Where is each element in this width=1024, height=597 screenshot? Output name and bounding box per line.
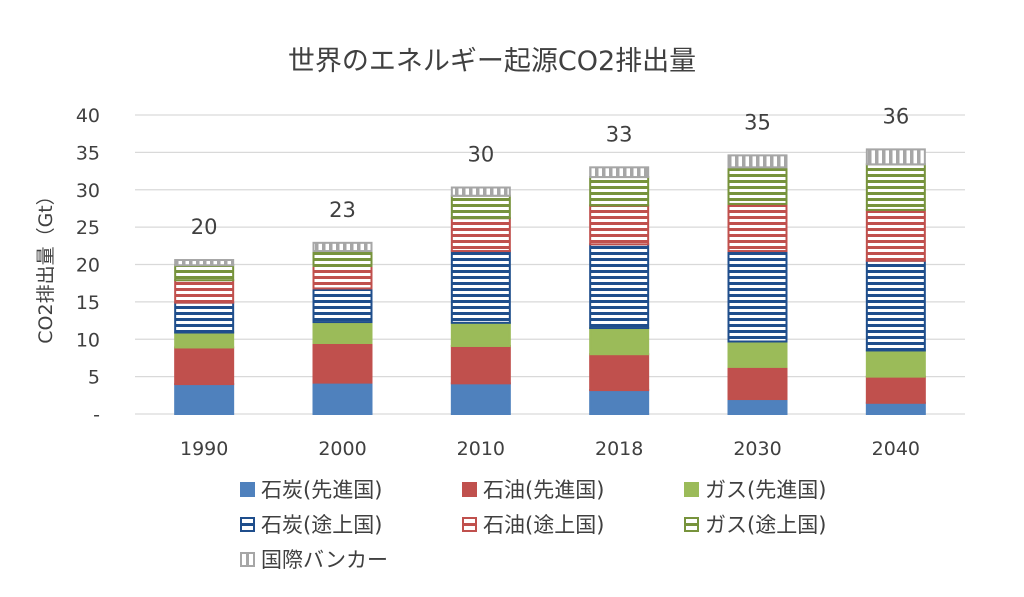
bar-segment bbox=[174, 279, 235, 304]
bar-segment bbox=[589, 243, 650, 330]
legend-label: 石炭(途上国) bbox=[261, 513, 383, 537]
bar-stack-2040 bbox=[865, 148, 926, 416]
bar-segment bbox=[727, 365, 788, 401]
legend-swatch bbox=[240, 551, 255, 567]
bar-segment bbox=[450, 217, 511, 253]
bar-segment bbox=[865, 349, 926, 378]
x-tick-labels: 1990 2000 2010 2018 2030 2040 bbox=[180, 438, 920, 460]
y-axis-title: CO2排出量（Gt） bbox=[35, 186, 57, 343]
legend-item: 国際バンカー bbox=[240, 544, 388, 574]
legend-label: 石油(先進国) bbox=[483, 478, 605, 502]
bar-segment bbox=[589, 327, 650, 356]
bar-segment bbox=[312, 287, 373, 324]
y-tick-label: 15 bbox=[76, 292, 100, 314]
bar-segment bbox=[312, 250, 373, 267]
y-tick-label: 5 bbox=[88, 367, 100, 389]
bar-segment bbox=[450, 382, 511, 416]
bar-segment bbox=[174, 383, 235, 416]
total-labels: 20 23 30 33 35 36 bbox=[191, 104, 909, 239]
bar-segment bbox=[450, 250, 511, 324]
gridlines bbox=[135, 114, 965, 415]
bar-segment bbox=[589, 389, 650, 415]
bar-segment bbox=[727, 250, 788, 343]
x-tick-label: 2040 bbox=[872, 438, 920, 460]
bar-stack-1990 bbox=[174, 259, 235, 416]
bar-segment bbox=[865, 401, 926, 416]
x-tick-label: 2018 bbox=[595, 438, 643, 460]
bar-segment bbox=[865, 375, 926, 404]
y-tick-label: 40 bbox=[76, 105, 100, 127]
x-tick-label: 1990 bbox=[180, 438, 228, 460]
total-label: 23 bbox=[329, 198, 356, 222]
legend-swatch bbox=[462, 516, 477, 532]
bar-segment bbox=[174, 331, 235, 349]
bar-segment bbox=[174, 259, 235, 267]
bar-segment bbox=[174, 346, 235, 386]
bar-segment bbox=[727, 166, 788, 205]
bar-stacks bbox=[174, 148, 926, 416]
bar-segment bbox=[727, 154, 788, 169]
x-tick-label: 2010 bbox=[457, 438, 505, 460]
legend-swatch bbox=[240, 516, 255, 532]
bar-segment bbox=[589, 176, 650, 207]
bar-segment bbox=[589, 204, 650, 246]
bar-segment bbox=[589, 353, 650, 392]
bar-segment bbox=[727, 340, 788, 368]
legend-label: ガス(途上国) bbox=[705, 513, 827, 537]
y-tick-label: 35 bbox=[76, 142, 100, 164]
bar-segment bbox=[174, 301, 235, 334]
y-tick-labels: - 5 10 15 20 25 30 35 40 bbox=[76, 105, 100, 426]
bar-segment bbox=[865, 163, 926, 211]
legend-label: 石油(途上国) bbox=[483, 513, 605, 537]
bar-segment bbox=[865, 148, 926, 166]
total-label: 20 bbox=[191, 215, 218, 239]
total-label: 30 bbox=[467, 143, 494, 167]
y-tick-label: 20 bbox=[76, 255, 100, 277]
bar-segment bbox=[865, 208, 926, 262]
bar-segment bbox=[450, 194, 511, 220]
total-label: 33 bbox=[606, 122, 633, 146]
legend-label: 国際バンカー bbox=[261, 548, 389, 572]
bar-segment bbox=[589, 166, 650, 179]
bar-segment bbox=[174, 264, 235, 282]
bar-stack-2000 bbox=[312, 241, 373, 416]
y-tick-label: 25 bbox=[76, 217, 100, 239]
total-label: 35 bbox=[744, 110, 771, 134]
bar-segment bbox=[312, 264, 373, 290]
bar-segment bbox=[312, 321, 373, 344]
chart-title: 世界のエネルギー起源CO2排出量 bbox=[288, 46, 696, 77]
legend-item: 石炭(途上国) bbox=[240, 509, 382, 539]
bar-segment bbox=[865, 259, 926, 352]
legend-item: 石炭(先進国) bbox=[240, 474, 382, 504]
bar-segment bbox=[727, 202, 788, 253]
legend-swatch bbox=[684, 516, 699, 532]
x-tick-label: 2030 bbox=[733, 438, 781, 460]
bar-segment bbox=[450, 186, 511, 197]
legend-item: 石油(先進国) bbox=[462, 474, 604, 504]
y-tick-label: 10 bbox=[76, 329, 100, 351]
legend-swatch bbox=[462, 481, 477, 497]
legend-swatch bbox=[684, 481, 699, 497]
bar-segment bbox=[312, 241, 373, 253]
y-tick-label: 30 bbox=[76, 180, 100, 202]
legend-item: ガス(先進国) bbox=[684, 474, 826, 504]
x-tick-label: 2000 bbox=[318, 438, 366, 460]
bar-stack-2030 bbox=[727, 154, 788, 415]
bar-segment bbox=[450, 321, 511, 347]
y-tick-label: - bbox=[93, 404, 100, 426]
total-label: 36 bbox=[882, 104, 909, 128]
legend-label: ガス(先進国) bbox=[705, 478, 827, 502]
bar-segment bbox=[312, 341, 373, 384]
bar-segment bbox=[727, 398, 788, 415]
legend-item: 石油(途上国) bbox=[462, 509, 604, 539]
bar-segment bbox=[450, 344, 511, 385]
legend-label: 石炭(先進国) bbox=[261, 478, 383, 502]
bar-stack-2018 bbox=[589, 166, 650, 415]
legend-swatch bbox=[240, 481, 255, 497]
legend-item: ガス(途上国) bbox=[684, 509, 826, 539]
bar-stack-2010 bbox=[450, 186, 511, 416]
bar-segment bbox=[312, 381, 373, 416]
